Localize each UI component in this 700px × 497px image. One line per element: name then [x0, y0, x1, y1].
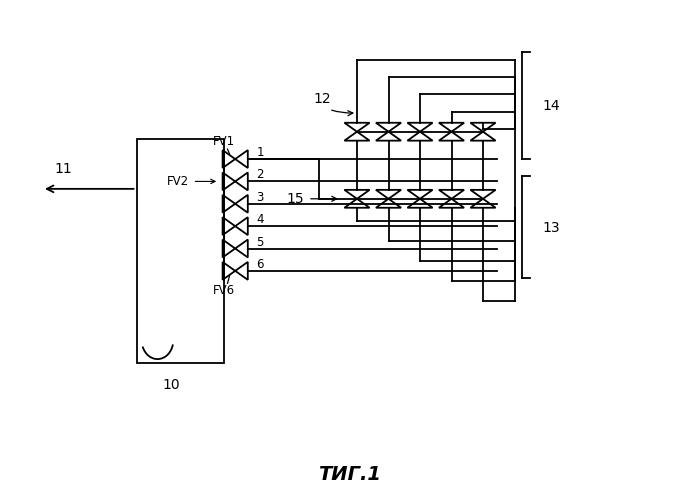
- Text: 5: 5: [256, 236, 264, 248]
- Text: 6: 6: [256, 258, 264, 271]
- Bar: [136, 139, 224, 363]
- Text: 1: 1: [256, 146, 264, 159]
- Text: 10: 10: [162, 378, 181, 392]
- Text: FV2: FV2: [167, 175, 189, 188]
- Text: 13: 13: [542, 221, 560, 235]
- Text: ΤИГ.1: ΤИГ.1: [318, 465, 382, 484]
- Text: 3: 3: [256, 191, 264, 204]
- Text: 15: 15: [287, 192, 304, 206]
- Text: FV6: FV6: [213, 284, 235, 297]
- Text: 11: 11: [54, 162, 72, 176]
- Text: 4: 4: [256, 213, 264, 226]
- Text: 2: 2: [256, 168, 264, 181]
- Text: FV1: FV1: [213, 135, 235, 148]
- Text: 14: 14: [542, 99, 560, 113]
- Text: 12: 12: [313, 92, 331, 106]
